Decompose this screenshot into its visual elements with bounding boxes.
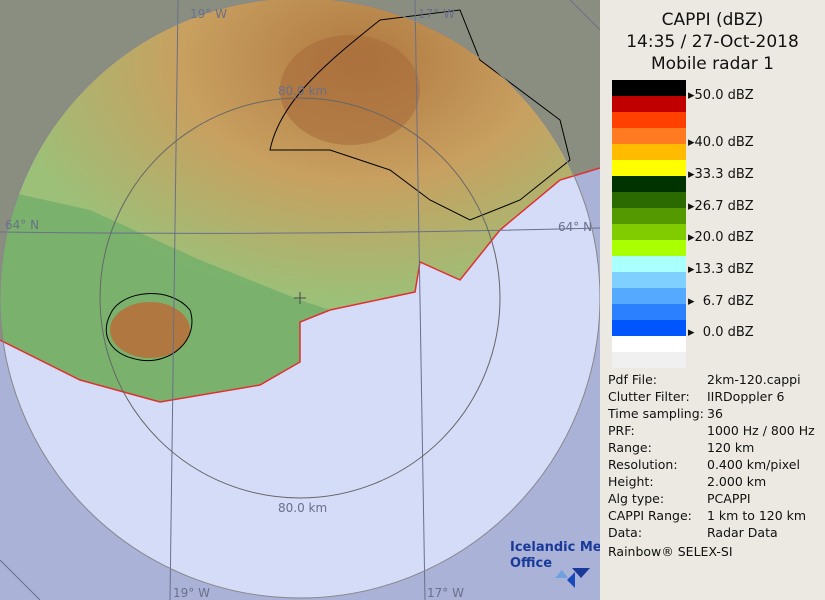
info-key: Height: bbox=[608, 474, 654, 489]
legend-swatch bbox=[612, 192, 686, 208]
info-key: Data: bbox=[608, 525, 643, 540]
legend-swatch bbox=[612, 320, 686, 336]
legend-label: ▸20.0 dBZ bbox=[688, 230, 754, 245]
legend-swatch bbox=[612, 256, 686, 272]
legend-swatch bbox=[612, 80, 686, 96]
legend-swatch bbox=[612, 352, 686, 368]
info-key: Range: bbox=[608, 440, 652, 455]
info-value: 120 km bbox=[707, 440, 755, 455]
info-key: PRF: bbox=[608, 423, 635, 438]
legend-swatch bbox=[612, 304, 686, 320]
legend-swatch bbox=[612, 112, 686, 128]
legend-swatch bbox=[612, 224, 686, 240]
legend-swatch bbox=[612, 288, 686, 304]
legend-label: ▸50.0 dBZ bbox=[688, 88, 754, 103]
info-key: Pdf File: bbox=[608, 372, 657, 387]
lowland-area bbox=[0, 190, 330, 402]
legend-swatch bbox=[612, 144, 686, 160]
info-value: 0.400 km/pixel bbox=[707, 457, 800, 472]
info-value: 1000 Hz / 800 Hz bbox=[707, 423, 815, 438]
info-row: CAPPI Range: 1 km to 120 km bbox=[608, 507, 815, 524]
lon-label: 17° W bbox=[418, 7, 455, 21]
imo-logo: Icelandic Met Office bbox=[510, 540, 600, 588]
legend-label: ▸ 6.7 dBZ bbox=[688, 294, 754, 309]
svg-text:Icelandic Met: Icelandic Met bbox=[510, 540, 600, 555]
info-value: PCAPPI bbox=[707, 491, 751, 506]
legend-label: ▸13.3 dBZ bbox=[688, 262, 754, 277]
radar-map[interactable]: 19° W 17° W 19° W 17° W 64° N 64° N 80.0… bbox=[0, 0, 600, 600]
info-row: Alg type: PCAPPI bbox=[608, 490, 815, 507]
legend-swatch bbox=[612, 208, 686, 224]
info-value: 2.000 km bbox=[707, 474, 767, 489]
product-title: CAPPI (dBZ) bbox=[661, 10, 764, 30]
info-row: Height: 2.000 km bbox=[608, 473, 815, 490]
info-value: 2km-120.cappi bbox=[707, 372, 801, 387]
legend-label: ▸ 0.0 dBZ bbox=[688, 325, 754, 340]
color-legend: ▸50.0 dBZ ▸40.0 dBZ ▸33.3 dBZ ▸26.7 dBZ ▸20.… bbox=[612, 80, 754, 368]
info-value: IIRDoppler 6 bbox=[707, 389, 785, 404]
ring-label: 80.0 km bbox=[278, 84, 327, 98]
glacier-outline-2 bbox=[269, 9, 571, 221]
svg-text:Office: Office bbox=[510, 556, 552, 571]
legend-swatch bbox=[612, 176, 686, 192]
info-value: Radar Data bbox=[707, 525, 778, 540]
software-credit: Rainbow® SELEX-SI bbox=[608, 544, 733, 559]
info-row: PRF: 1000 Hz / 800 Hz bbox=[608, 422, 815, 439]
info-key: Time sampling: bbox=[608, 406, 704, 421]
legend-swatch bbox=[612, 128, 686, 144]
glacier-myrdals bbox=[110, 302, 190, 358]
info-value: 1 km to 120 km bbox=[707, 508, 807, 523]
legend-swatch bbox=[612, 272, 686, 288]
graticule bbox=[0, 0, 600, 600]
radar-location-icon bbox=[294, 292, 306, 304]
lon-label: 19° W bbox=[190, 7, 227, 21]
legend-swatch bbox=[612, 336, 686, 352]
radar-name: Mobile radar 1 bbox=[651, 54, 774, 74]
legend-swatch bbox=[612, 96, 686, 112]
info-row: Clutter Filter: IIRDoppler 6 bbox=[608, 388, 815, 405]
legend-swatch bbox=[612, 160, 686, 176]
info-key: Resolution: bbox=[608, 457, 678, 472]
lat-label: 64° N bbox=[5, 218, 39, 232]
info-key: Clutter Filter: bbox=[608, 389, 690, 404]
info-key: Alg type: bbox=[608, 491, 665, 506]
info-table: Pdf File: 2km-120.cappi Clutter Filter: IIR… bbox=[608, 371, 815, 560]
glacier-outline bbox=[105, 293, 193, 362]
range-ring-80km bbox=[99, 97, 501, 499]
legend-label: ▸26.7 dBZ bbox=[688, 199, 754, 214]
legend-label: ▸40.0 dBZ bbox=[688, 135, 754, 150]
info-row: Range: 120 km bbox=[608, 439, 815, 456]
info-row: Time sampling: 36 bbox=[608, 405, 815, 422]
legend-label: ▸33.3 dBZ bbox=[688, 167, 754, 182]
lat-label: 64° N bbox=[558, 220, 592, 234]
info-value: 36 bbox=[707, 406, 723, 421]
datetime: 14:35 / 27-Oct-2018 bbox=[626, 32, 799, 52]
info-row: Resolution: 0.400 km/pixel bbox=[608, 456, 815, 473]
info-panel: CAPPI (dBZ) 14:35 / 27-Oct-2018 Mobile r… bbox=[600, 0, 825, 600]
info-row: Data: Radar Data bbox=[608, 524, 815, 541]
legend-swatch bbox=[612, 240, 686, 256]
lon-label: 17° W bbox=[427, 586, 464, 600]
ring-label: 80.0 km bbox=[278, 501, 327, 515]
info-row: Pdf File: 2km-120.cappi bbox=[608, 371, 815, 388]
info-key: CAPPI Range: bbox=[608, 508, 692, 523]
range-ring-120km bbox=[0, 0, 600, 599]
lon-label: 19° W bbox=[173, 586, 210, 600]
